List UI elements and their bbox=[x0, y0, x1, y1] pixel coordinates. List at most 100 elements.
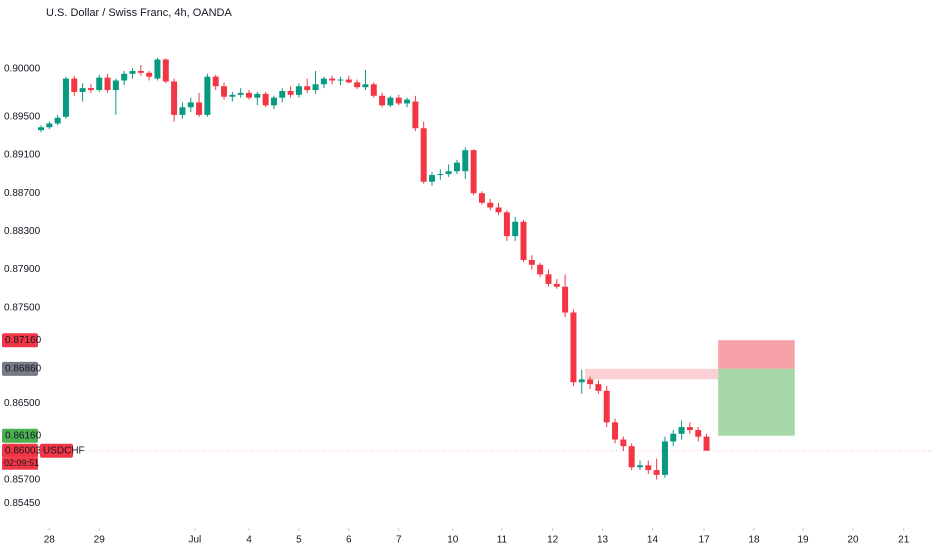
x-tick-label: 21 bbox=[898, 535, 910, 546]
candle-body bbox=[212, 76, 219, 87]
candle-body bbox=[620, 439, 627, 447]
price-label-box bbox=[2, 443, 38, 458]
x-tick-label: 29 bbox=[94, 535, 106, 546]
candle-body bbox=[445, 171, 452, 175]
chart-title: U.S. Dollar / Swiss Franc, 4h, OANDA bbox=[46, 7, 232, 19]
candle-body bbox=[54, 117, 61, 124]
candle-body bbox=[254, 93, 261, 98]
candle-body bbox=[587, 379, 594, 385]
candle-body bbox=[304, 86, 311, 91]
candle-body bbox=[537, 264, 544, 275]
candle-body bbox=[146, 72, 153, 77]
candle-body bbox=[196, 102, 203, 115]
y-tick-label: 0.88700 bbox=[4, 188, 41, 199]
candle-body bbox=[703, 436, 710, 451]
y-tick-label: 0.85450 bbox=[4, 498, 41, 509]
x-tick-label: 13 bbox=[597, 535, 609, 546]
x-tick-label: 4 bbox=[246, 535, 252, 546]
candle-body bbox=[287, 90, 294, 95]
x-tick-label: 14 bbox=[647, 535, 659, 546]
x-tick-label: 11 bbox=[497, 535, 508, 546]
candle-body bbox=[528, 260, 535, 265]
candle-body bbox=[636, 465, 643, 468]
x-tick-label: 20 bbox=[847, 535, 859, 546]
candle-body bbox=[628, 446, 635, 468]
stop-zone bbox=[718, 340, 795, 369]
candle-body bbox=[262, 93, 269, 106]
symbol-label: USDCHF bbox=[43, 445, 85, 456]
candle-body bbox=[362, 84, 369, 88]
candle-body bbox=[87, 88, 94, 91]
candle-body bbox=[221, 86, 228, 97]
candle-body bbox=[354, 82, 361, 88]
candle-body bbox=[187, 102, 194, 108]
candle-body bbox=[270, 97, 277, 106]
candle-body bbox=[320, 78, 327, 85]
candle-body bbox=[379, 95, 386, 106]
candle-body bbox=[237, 92, 244, 95]
candle-body bbox=[387, 97, 394, 106]
x-tick-label: 12 bbox=[547, 535, 559, 546]
y-tick-label: 0.89500 bbox=[4, 111, 41, 122]
candle-body bbox=[62, 78, 69, 117]
candle-body bbox=[179, 107, 186, 115]
candle-body bbox=[437, 174, 444, 176]
candle-body bbox=[337, 79, 344, 81]
candle-body bbox=[71, 78, 78, 92]
x-tick-label: 5 bbox=[296, 535, 302, 546]
x-tick-label: 28 bbox=[44, 535, 56, 546]
candle-body bbox=[137, 70, 144, 73]
candle-body bbox=[329, 78, 336, 81]
price-label: 0.86860 bbox=[5, 364, 42, 375]
candle-body bbox=[562, 286, 569, 313]
y-tick-label: 0.90000 bbox=[4, 64, 41, 75]
candle-body bbox=[129, 70, 136, 74]
candle-body bbox=[112, 80, 119, 91]
x-tick-label: 19 bbox=[797, 535, 809, 546]
price-label-box bbox=[2, 333, 38, 348]
candle-body bbox=[279, 90, 286, 98]
entry-zone bbox=[585, 368, 719, 380]
candle-body bbox=[670, 433, 677, 442]
candle-body bbox=[404, 99, 411, 104]
candle-body bbox=[470, 150, 477, 194]
x-tick-label: 7 bbox=[396, 535, 402, 546]
candle-body bbox=[453, 162, 460, 172]
candle-body bbox=[412, 101, 419, 129]
candle-body bbox=[512, 221, 519, 237]
countdown: 02:09:51 bbox=[4, 458, 39, 468]
y-tick-label: 0.85700 bbox=[4, 474, 41, 485]
candle-body bbox=[612, 422, 619, 440]
x-tick-label: 17 bbox=[698, 535, 710, 546]
candle-body bbox=[370, 84, 377, 96]
x-tick-label: 18 bbox=[748, 535, 760, 546]
candle-body bbox=[570, 312, 577, 383]
candle-body bbox=[661, 441, 668, 475]
candle-body bbox=[595, 384, 602, 391]
candle-body bbox=[312, 84, 319, 91]
y-tick-label: 0.89100 bbox=[4, 150, 41, 161]
candle-body bbox=[462, 150, 469, 172]
price-label-box bbox=[2, 361, 38, 376]
candle-body bbox=[204, 76, 211, 115]
candle-body bbox=[695, 429, 702, 437]
candle-body bbox=[603, 390, 610, 423]
candle-body bbox=[487, 202, 494, 208]
candle-body bbox=[429, 175, 436, 182]
candle-body bbox=[37, 127, 44, 131]
y-tick-label: 0.88300 bbox=[4, 226, 41, 237]
y-tick-label: 0.87500 bbox=[4, 302, 41, 313]
candle-body bbox=[162, 59, 169, 82]
price-label: 0.86160 bbox=[5, 430, 42, 441]
candle-body bbox=[478, 193, 485, 203]
candle-body bbox=[295, 86, 302, 95]
x-tick-label: Jul bbox=[189, 535, 202, 546]
target-zone bbox=[718, 368, 795, 436]
x-tick-label: 6 bbox=[346, 535, 352, 546]
symbol-box bbox=[40, 443, 73, 458]
candle-body bbox=[545, 274, 552, 284]
countdown-box bbox=[2, 457, 38, 470]
candle-body bbox=[171, 81, 178, 115]
candle-body bbox=[395, 97, 402, 104]
